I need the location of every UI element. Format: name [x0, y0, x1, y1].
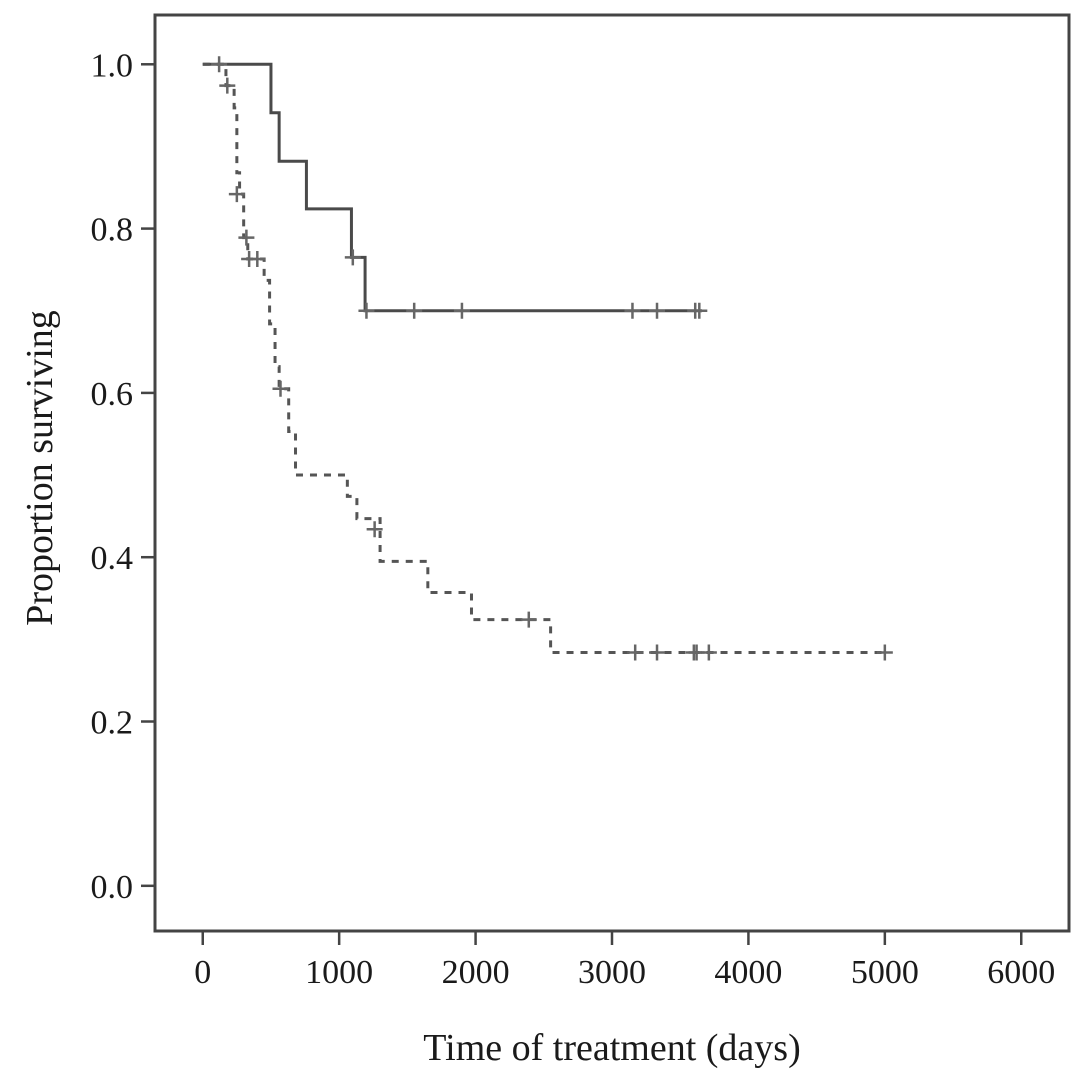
censor-mark-dotted — [238, 229, 255, 246]
y-axis-label: Proportion surviving — [19, 310, 61, 626]
censor-mark-dotted — [627, 644, 644, 661]
y-tick-label: 1.0 — [91, 47, 134, 84]
censor-marks — [211, 56, 893, 661]
censor-mark-dotted — [228, 186, 245, 203]
x-tick-label: 0 — [194, 954, 211, 991]
censor-mark-dotted — [876, 644, 893, 661]
series-dotted-line — [202, 62, 887, 655]
plot-frame — [153, 13, 1071, 933]
censor-mark-solid — [453, 302, 470, 319]
censor-mark-dotted — [366, 521, 383, 538]
series-lines — [202, 62, 887, 655]
censor-mark-dotted — [649, 644, 666, 661]
y-tick-label: 0.8 — [91, 212, 134, 249]
censor-mark-dotted — [272, 380, 289, 397]
censor-mark-solid — [649, 302, 666, 319]
x-axis-label: Time of treatment (days) — [423, 1027, 800, 1069]
axis-ticks — [141, 63, 1023, 945]
censor-mark-dotted — [249, 250, 266, 267]
x-tick-label: 1000 — [305, 954, 373, 991]
x-tick-label: 2000 — [442, 954, 510, 991]
censor-mark-solid — [624, 302, 641, 319]
y-tick-labels: 0.0 0.2 0.4 0.6 0.8 1.0 — [91, 47, 134, 906]
series-solid-line — [202, 62, 703, 313]
censor-mark-dotted — [520, 611, 537, 628]
y-tick-label: 0.0 — [91, 869, 134, 906]
y-tick-label: 0.2 — [91, 705, 134, 742]
censor-mark-dotted — [700, 644, 717, 661]
censor-mark-solid — [358, 302, 375, 319]
x-tick-label: 3000 — [578, 954, 646, 991]
x-tick-label: 5000 — [851, 954, 919, 991]
x-tick-label: 6000 — [987, 954, 1055, 991]
censor-mark-dotted — [219, 77, 236, 94]
censor-mark-solid — [344, 249, 361, 266]
x-tick-label: 4000 — [714, 954, 782, 991]
censor-mark-solid — [211, 56, 228, 73]
censor-mark-solid — [406, 302, 423, 319]
x-tick-labels: 0 1000 2000 3000 4000 5000 6000 — [194, 954, 1055, 991]
censor-mark-solid — [691, 302, 708, 319]
y-tick-label: 0.4 — [91, 540, 134, 577]
y-tick-label: 0.6 — [91, 376, 134, 413]
